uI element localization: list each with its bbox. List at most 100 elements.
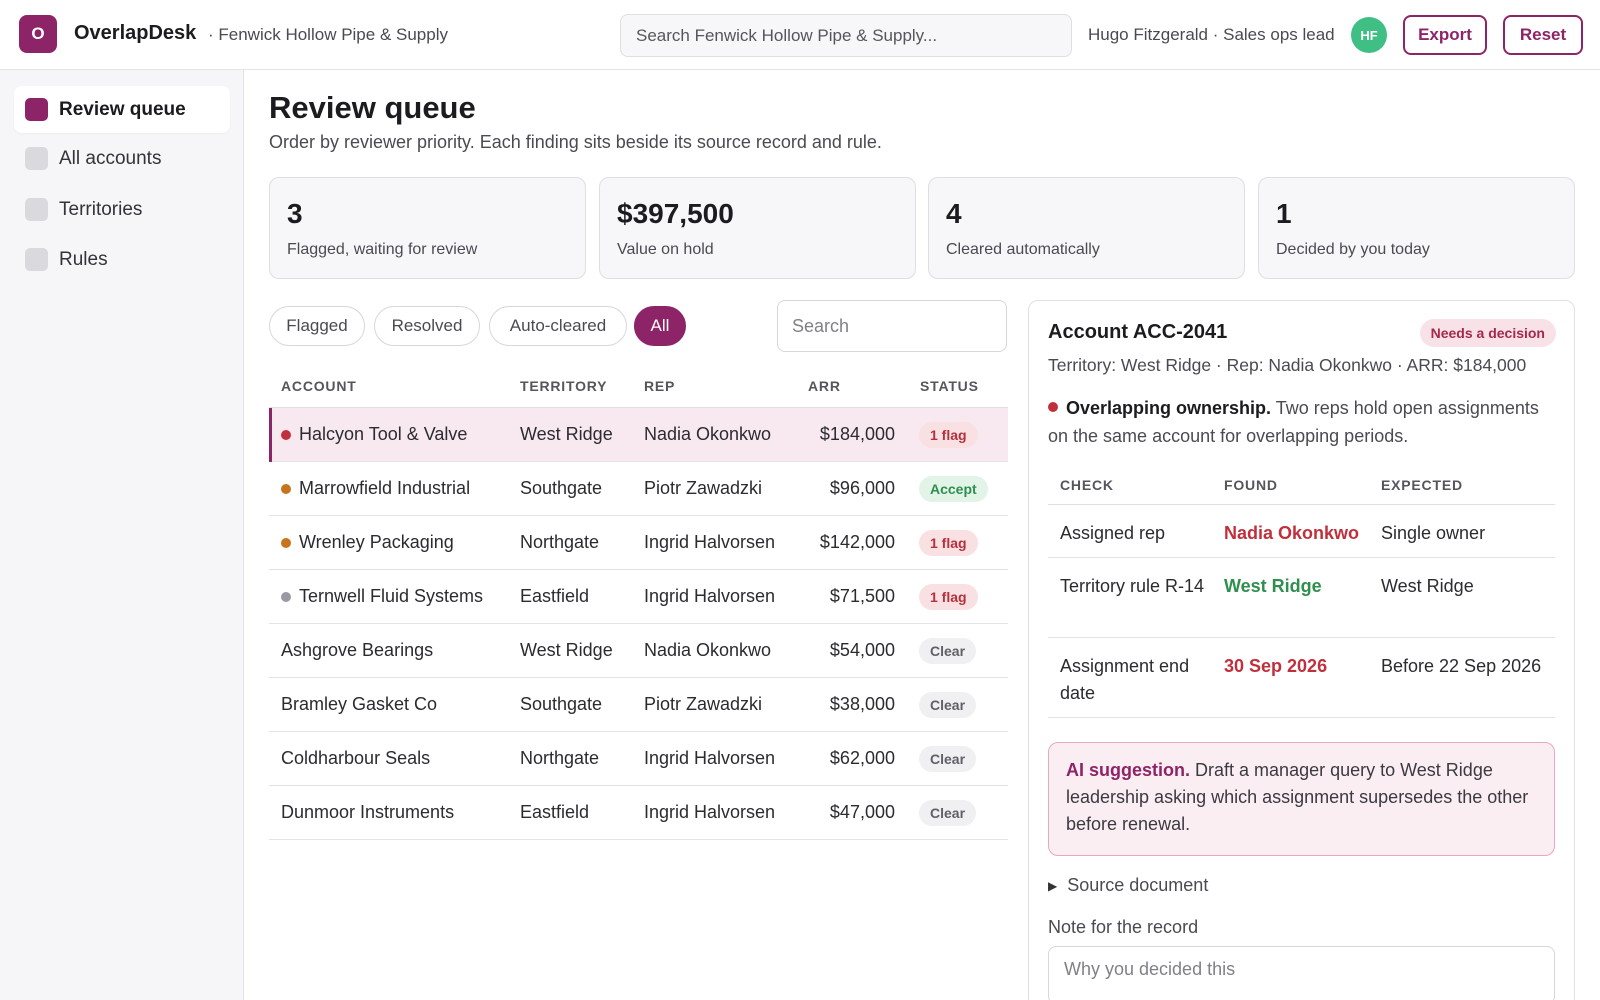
table-search-input[interactable] bbox=[777, 300, 1007, 352]
priority-dot-icon bbox=[281, 429, 291, 440]
stat-value: 4 bbox=[946, 198, 962, 229]
stat-value: 3 bbox=[287, 198, 303, 229]
stat-label: Decided by you today bbox=[1276, 241, 1430, 258]
check-name: Territory rule R-14 bbox=[1060, 576, 1205, 596]
column-header-rep[interactable]: Rep bbox=[644, 378, 676, 394]
sidebar-item-all-accounts[interactable]: All accounts bbox=[14, 135, 230, 182]
table-row[interactable]: Wrenley Packaging Northgate Ingrid Halvors… bbox=[269, 516, 1008, 570]
rules-icon bbox=[25, 248, 48, 271]
stat-value: $397,500 bbox=[617, 198, 734, 229]
account-cell: Halcyon Tool & Valve bbox=[281, 424, 467, 445]
arr-cell: $38,000 bbox=[829, 694, 895, 714]
accounts-table: Account Territory Rep ARR Status Halcyon… bbox=[269, 366, 1008, 840]
checks-table: Check Found Expected Assigned rep Nadia … bbox=[1048, 465, 1555, 718]
check-found: 30 Sep 2026 bbox=[1224, 656, 1328, 676]
sidebar-item-label: All accounts bbox=[59, 147, 162, 169]
sidebar-item-label: Territories bbox=[59, 198, 143, 220]
table-row[interactable]: Coldharbour Seals Northgate Ingrid Halvors… bbox=[269, 732, 1008, 786]
sidebar-item-review-queue[interactable]: Review queue bbox=[14, 86, 230, 133]
page-title: Review queue bbox=[269, 90, 476, 125]
table-row[interactable]: Halcyon Tool & Valve West Ridge Nadia Okon… bbox=[269, 408, 1008, 462]
rep-cell: Ingrid Halvorsen bbox=[644, 802, 776, 822]
territory-cell: West Ridge bbox=[520, 424, 613, 444]
triangle-right-icon: ▶ bbox=[1048, 878, 1058, 893]
finding-dot-icon bbox=[1048, 402, 1058, 412]
detail-panel: Account ACC-2041 Needs a decision Territ… bbox=[1028, 300, 1575, 1000]
status-badge: Clear bbox=[919, 746, 977, 772]
arr-cell: $96,000 bbox=[829, 478, 895, 498]
territory-cell: Northgate bbox=[520, 748, 600, 768]
column-header-arr[interactable]: ARR bbox=[808, 378, 841, 394]
status-badge: Clear bbox=[919, 800, 977, 826]
column-header-account[interactable]: Account bbox=[281, 378, 357, 394]
check-expected: Before 22 Sep 2026 bbox=[1381, 656, 1542, 676]
account-name: Bramley Gasket Co bbox=[281, 694, 438, 714]
territory-cell: Eastfield bbox=[520, 586, 590, 606]
sidebar: Review queue All accounts Territories Ru… bbox=[0, 70, 244, 1000]
stat-card-value-on-hold: $397,500 Value on hold bbox=[599, 177, 916, 279]
territory-cell: Southgate bbox=[520, 694, 603, 714]
all-accounts-icon bbox=[25, 147, 48, 170]
checks-header: Check Found Expected bbox=[1048, 465, 1555, 505]
arr-cell: $54,000 bbox=[829, 640, 895, 660]
table-header: Account Territory Rep ARR Status bbox=[269, 366, 1008, 408]
check-name: Assigned rep bbox=[1060, 523, 1166, 543]
org-name: · Fenwick Hollow Pipe & Supply bbox=[208, 25, 448, 44]
stat-label: Cleared automatically bbox=[946, 241, 1100, 258]
note-label: Note for the record bbox=[1048, 917, 1199, 937]
table-body: Halcyon Tool & Valve West Ridge Nadia Okon… bbox=[269, 408, 1008, 840]
avatar[interactable]: HF bbox=[1351, 17, 1387, 53]
account-cell: Marrowfield Industrial bbox=[281, 478, 470, 499]
account-cell: Coldharbour Seals bbox=[281, 748, 430, 769]
table-row[interactable]: Ashgrove Bearings West Ridge Nadia Okonkwo… bbox=[269, 624, 1008, 678]
sidebar-item-label: Rules bbox=[59, 248, 108, 270]
table-row[interactable]: Dunmoor Instruments Eastfield Ingrid Halvo… bbox=[269, 786, 1008, 840]
rep-cell: Ingrid Halvorsen bbox=[644, 532, 776, 552]
sidebar-item-rules[interactable]: Rules bbox=[14, 236, 230, 283]
user-label: Hugo Fitzgerald · Sales ops lead bbox=[1088, 25, 1335, 44]
sidebar-item-territories[interactable]: Territories bbox=[14, 186, 230, 233]
status-badge: Accept bbox=[919, 476, 988, 502]
checks-header-expected: Expected bbox=[1381, 477, 1463, 493]
account-cell: Ternwell Fluid Systems bbox=[281, 586, 483, 607]
page-subtitle: Order by reviewer priority. Each finding… bbox=[269, 132, 882, 152]
arr-cell: $142,000 bbox=[819, 532, 895, 552]
table-row[interactable]: Ternwell Fluid Systems Eastfield Ingrid Ha… bbox=[269, 570, 1008, 624]
table-row[interactable]: Marrowfield Industrial Southgate Piotr Zaw… bbox=[269, 462, 1008, 516]
account-cell: Dunmoor Instruments bbox=[281, 802, 454, 823]
territories-icon bbox=[25, 198, 48, 221]
arr-cell: $71,500 bbox=[829, 586, 895, 606]
account-cell: Ashgrove Bearings bbox=[281, 640, 433, 661]
account-name: Halcyon Tool & Valve bbox=[299, 424, 468, 444]
rep-cell: Nadia Okonkwo bbox=[644, 640, 772, 660]
arr-cell: $184,000 bbox=[819, 424, 895, 444]
note-input[interactable] bbox=[1048, 946, 1555, 1000]
status-badge: 1 flag bbox=[919, 422, 978, 448]
source-document-toggle[interactable]: ▶ Source document bbox=[1048, 875, 1208, 896]
filter-flagged[interactable]: Flagged bbox=[269, 306, 365, 346]
check-found: Nadia Okonkwo bbox=[1224, 523, 1360, 543]
export-button[interactable]: Export bbox=[1403, 15, 1487, 55]
column-header-status[interactable]: Status bbox=[920, 378, 979, 394]
status-badge: 1 flag bbox=[919, 530, 978, 556]
account-name: Ashgrove Bearings bbox=[281, 640, 434, 660]
account-name: Marrowfield Industrial bbox=[299, 478, 471, 498]
ai-suggestion-text: Draft a manager query to West Ridge lead… bbox=[1066, 760, 1529, 834]
stat-label: Value on hold bbox=[617, 241, 714, 258]
global-search-input[interactable] bbox=[620, 14, 1072, 57]
check-name: Assignment end date bbox=[1060, 656, 1190, 703]
filter-auto-cleared[interactable]: Auto-cleared bbox=[489, 306, 627, 346]
account-name: Wrenley Packaging bbox=[299, 532, 454, 552]
finding-summary: Overlapping ownership. Two reps hold ope… bbox=[1048, 394, 1548, 450]
filter-resolved[interactable]: Resolved bbox=[374, 306, 480, 346]
filter-all[interactable]: All bbox=[634, 306, 686, 346]
finding-text: Two reps hold open assignments on the sa… bbox=[1048, 398, 1539, 446]
check-expected: West Ridge bbox=[1381, 576, 1474, 596]
reset-button[interactable]: Reset bbox=[1503, 15, 1583, 55]
source-document-label: Source document bbox=[1067, 875, 1209, 895]
account-name: Dunmoor Instruments bbox=[281, 802, 455, 822]
check-row: Assignment end date 30 Sep 2026 Before 2… bbox=[1048, 638, 1555, 718]
table-row[interactable]: Bramley Gasket Co Southgate Piotr Zawadzki… bbox=[269, 678, 1008, 732]
column-header-territory[interactable]: Territory bbox=[520, 378, 608, 394]
stat-card-flagged: 3 Flagged, waiting for review bbox=[269, 177, 586, 279]
